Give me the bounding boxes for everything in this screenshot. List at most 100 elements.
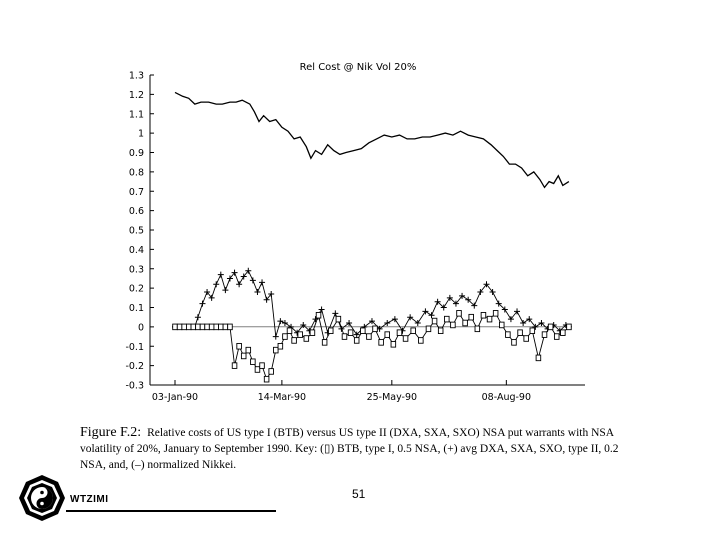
plus-point [520, 320, 527, 326]
y-tick-label: -0.1 [125, 342, 144, 353]
square-point [396, 329, 403, 336]
plus-point [245, 267, 252, 274]
square-point [366, 333, 372, 340]
plus-point [272, 333, 279, 340]
logo-text: WTZIMI [70, 494, 109, 505]
plus-point [249, 277, 256, 284]
square-point [468, 313, 474, 321]
axes: 1.3 1.2 1.1 1 0.9 0.8 0.7 0.6 0.5 0.4 0.3 0.2 0.1 0 -0… [125, 71, 585, 403]
y-tick-label: -0.3 [125, 381, 144, 392]
page-number: 51 [352, 487, 366, 501]
square-point [347, 329, 354, 336]
square-point [437, 327, 444, 335]
plus-point [204, 289, 211, 295]
square-point [172, 323, 178, 331]
chart-title: Rel Cost @ Nik Vol 20% [300, 62, 417, 73]
plus-point [263, 296, 270, 303]
plus-point [254, 289, 261, 295]
plus-point [489, 289, 496, 295]
x-tick-label: 08-Aug-90 [482, 392, 531, 403]
square-point [541, 331, 548, 338]
square-point [273, 346, 279, 354]
square-point [227, 323, 233, 331]
square-point [384, 331, 390, 338]
plus-point [231, 269, 238, 276]
bagua-yin-yang-icon [19, 475, 65, 521]
square-point [566, 323, 572, 331]
square-point [321, 339, 328, 346]
square-point [390, 341, 397, 348]
plus-point [459, 292, 466, 299]
figure-label: Figure F.2: [80, 425, 142, 440]
square-point [353, 337, 360, 344]
square-point [486, 315, 493, 323]
square-point [492, 310, 499, 317]
figure-caption: Figure F.2: Relative costs of US type I (… [80, 425, 640, 473]
plus-point [477, 289, 484, 295]
nikkei-line [174, 91, 570, 189]
y-tick-label: 0 [138, 322, 144, 333]
chart-marks [172, 91, 572, 383]
square-point [208, 323, 215, 331]
square-point [378, 339, 384, 346]
plus-point [407, 314, 414, 321]
plus-point [222, 287, 229, 294]
square-point [456, 310, 462, 317]
square-point [480, 312, 487, 319]
y-tick-label: 0.9 [129, 148, 144, 159]
plus-point [514, 308, 521, 315]
plus-point [501, 306, 508, 313]
x-tick-label: 25-May-90 [367, 392, 418, 403]
square-point [297, 331, 303, 338]
square-point [204, 323, 210, 331]
chart: Rel Cost @ Nik Vol 20% 1.3 1.2 1.1 1 0.9 0.8 0… [125, 62, 585, 403]
square-point [462, 319, 468, 327]
plus-point [483, 281, 490, 288]
y-tick-label: 0.6 [129, 206, 144, 217]
square-point [213, 323, 219, 331]
square-point [335, 315, 342, 323]
plus-point [353, 331, 360, 338]
plus-point [217, 271, 224, 278]
square-point [245, 346, 252, 354]
square-point [222, 323, 229, 331]
y-tick-label: 0.1 [129, 303, 144, 314]
plus-point [471, 302, 478, 309]
y-tick-label: 0.4 [129, 245, 144, 256]
square-point [185, 323, 192, 331]
plus-point [199, 300, 206, 307]
plus-point [277, 318, 284, 325]
plus-point [318, 306, 325, 313]
square-point [291, 337, 297, 344]
plus-point [434, 298, 441, 305]
footer-rule [66, 510, 276, 512]
plus-point [495, 300, 502, 307]
square-point [499, 321, 505, 329]
square-point [240, 352, 247, 360]
square-point [263, 375, 270, 383]
plus-point [268, 290, 275, 297]
square-point [236, 343, 242, 350]
square-point [425, 325, 432, 333]
x-tick-label: 03-Jan-90 [152, 392, 198, 403]
y-tick-label: 1.3 [129, 71, 144, 82]
square-point [517, 329, 523, 336]
plus-point [194, 314, 201, 321]
square-point [231, 362, 238, 369]
square-point [250, 358, 256, 366]
plus-point [281, 320, 288, 326]
square-point [450, 321, 456, 329]
y-tick-label: 1.2 [129, 90, 144, 101]
square-point [341, 333, 348, 340]
square-point [505, 331, 511, 338]
square-point [199, 323, 206, 331]
square-point [254, 366, 261, 373]
square-point [181, 323, 187, 331]
square-point [309, 329, 316, 336]
plus-point [236, 281, 243, 288]
plus-point [300, 321, 307, 328]
plus-point [213, 281, 220, 288]
square-point [277, 343, 284, 350]
plus-point [452, 300, 459, 307]
y-tick-label: 0.8 [129, 167, 144, 178]
